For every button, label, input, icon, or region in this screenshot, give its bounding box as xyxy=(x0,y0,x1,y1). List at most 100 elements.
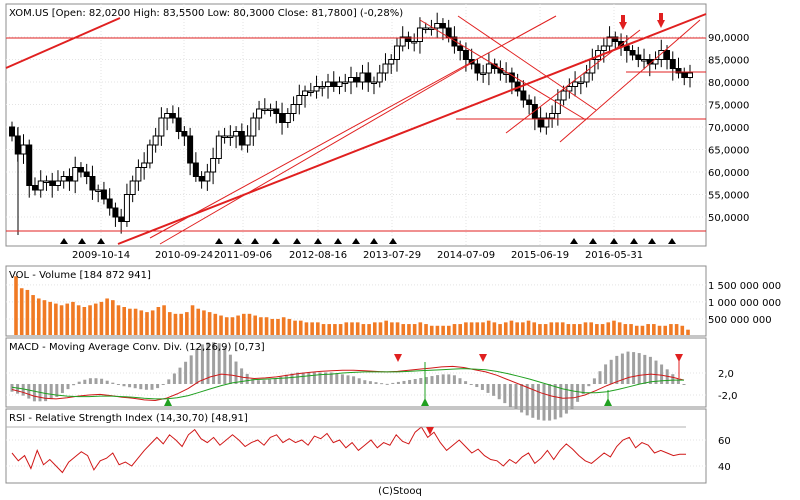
candle-down xyxy=(330,81,337,87)
macd-buy-marker-1 xyxy=(421,398,429,406)
candle-down xyxy=(508,72,515,83)
down-channel-2 xyxy=(457,15,597,111)
candle-up xyxy=(606,36,613,47)
volume-bar xyxy=(202,310,206,335)
volume-bar xyxy=(36,298,41,335)
macd-histogram-bar xyxy=(77,381,81,384)
volume-bar xyxy=(207,312,212,335)
macd-histogram-bar xyxy=(587,384,591,387)
candle-up xyxy=(543,117,550,128)
candle-down xyxy=(106,198,113,209)
volume-bar xyxy=(646,324,650,335)
macd-histogram-bar xyxy=(436,375,440,384)
volume-bar xyxy=(566,324,571,335)
candle-down xyxy=(439,23,446,29)
date-marker-triangle xyxy=(610,238,618,244)
volume-bar xyxy=(686,329,690,335)
volume-bar xyxy=(230,317,235,335)
candle-up xyxy=(210,158,217,173)
macd-histogram-bar xyxy=(604,364,608,384)
candle-up xyxy=(72,167,79,182)
candle-down xyxy=(89,176,96,191)
price-x-tick-label: 2014-07-09 xyxy=(437,250,495,261)
price-y-tick-label: 85,0000 xyxy=(708,56,749,67)
volume-bar xyxy=(321,324,326,335)
macd-histogram-bar xyxy=(503,384,507,404)
candle-down xyxy=(457,45,464,51)
volume-bar xyxy=(555,322,559,335)
macd-histogram-bar xyxy=(542,384,546,421)
macd-histogram-bar xyxy=(475,384,479,388)
candle-up xyxy=(566,86,573,92)
trend-line-long-upper xyxy=(5,17,121,69)
price-y-tick-label: 65,0000 xyxy=(708,146,749,157)
sell-arrow-2-stem xyxy=(659,13,663,21)
price-x-tick-label: 2013-07-29 xyxy=(363,250,421,261)
macd-histogram-bar xyxy=(380,383,384,385)
candle-up xyxy=(411,41,418,44)
macd-histogram-bar xyxy=(643,354,647,384)
volume-bar xyxy=(105,298,109,335)
volume-bar xyxy=(481,322,485,335)
macd-histogram-bar xyxy=(531,384,535,418)
candle-up xyxy=(376,72,383,83)
macd-histogram-bar xyxy=(116,384,120,385)
volume-bar xyxy=(31,295,35,335)
volume-bar xyxy=(458,324,463,335)
candle-up xyxy=(284,113,291,123)
candle-down xyxy=(273,108,280,114)
price-x-tick-label: 2015-06-19 xyxy=(511,250,569,261)
price-header: XOM.US [Open: 82,0200 High: 83,5500 Low:… xyxy=(9,8,403,19)
candle-down xyxy=(198,176,205,182)
volume-bar xyxy=(25,289,30,335)
volume-bar xyxy=(93,303,98,335)
macd-line xyxy=(11,365,685,402)
candle-up xyxy=(95,189,102,192)
candle-up xyxy=(146,144,153,164)
volume-title: VOL - Volume [184 872 941] xyxy=(9,270,151,281)
volume-bar xyxy=(652,324,656,335)
rsi-title: RSI - Relative Strength Index (14,30,70)… xyxy=(9,413,248,424)
macd-histogram-bar xyxy=(609,359,613,384)
macd-histogram-bar xyxy=(458,378,462,384)
macd-histogram-bar xyxy=(497,384,501,400)
macd-sell-marker-1 xyxy=(394,354,402,362)
macd-histogram-bar xyxy=(16,384,20,394)
macd-histogram-bar xyxy=(637,353,641,384)
volume-bar xyxy=(469,322,474,335)
trend-lines xyxy=(5,13,707,245)
candle-up xyxy=(359,72,366,83)
candle-down xyxy=(26,144,33,186)
candle-down xyxy=(169,113,176,119)
candle-up xyxy=(388,59,395,65)
volume-bar xyxy=(532,322,537,335)
candle-up xyxy=(325,81,332,87)
date-marker-triangle xyxy=(97,238,105,244)
candle-down xyxy=(279,113,286,123)
macd-histogram-bar xyxy=(525,384,529,416)
candlestick-series xyxy=(9,12,693,235)
volume-bar xyxy=(122,307,127,335)
macd-histogram-bar xyxy=(234,361,238,384)
volume-bar xyxy=(418,322,423,335)
macd-histogram-bar xyxy=(32,384,36,402)
macd-histogram-bar xyxy=(480,384,484,390)
macd-histogram-bar xyxy=(626,351,630,384)
price-grid xyxy=(6,4,706,246)
macd-histogram-bar xyxy=(682,384,686,385)
candle-down xyxy=(100,189,107,200)
candle-down xyxy=(31,185,38,191)
sell-arrow-1-stem xyxy=(621,15,625,23)
candle-down xyxy=(83,171,90,177)
volume-bar xyxy=(424,324,428,335)
volume-bar xyxy=(14,276,18,335)
macd-buy-marker-3 xyxy=(604,398,612,406)
volume-bar xyxy=(361,324,366,335)
macd-histogram-bar xyxy=(514,384,518,410)
macd-sell-marker-3 xyxy=(675,354,683,362)
macd-y-tick-label: -2,0 xyxy=(718,391,738,402)
volume-bar xyxy=(224,317,229,335)
macd-histogram-bar xyxy=(284,374,288,384)
macd-histogram-bar xyxy=(413,378,417,384)
candle-up xyxy=(204,171,211,182)
